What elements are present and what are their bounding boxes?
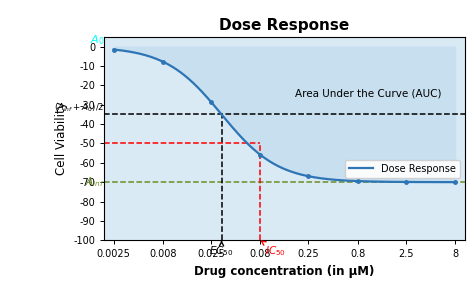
Text: $A_{inf}$: $A_{inf}$: [84, 175, 104, 189]
Dose Response: [111, 48, 117, 51]
Dose Response: [368, 180, 374, 183]
Text: $A_0$: $A_0$: [90, 33, 104, 47]
Text: $IC_{50}$: $IC_{50}$: [262, 241, 286, 258]
Dose Response: [312, 176, 318, 179]
Dose Response: [452, 180, 458, 184]
Line: Dose Response: Dose Response: [114, 50, 455, 182]
Text: $(A_{inf}+A_0)/2$: $(A_{inf}+A_0)/2$: [54, 102, 104, 114]
Dose Response: [171, 66, 177, 70]
X-axis label: Drug concentration (in μM): Drug concentration (in μM): [194, 265, 374, 278]
Legend: Dose Response: Dose Response: [345, 160, 460, 177]
Y-axis label: Cell Viability: Cell Viability: [55, 102, 68, 176]
Text: $EC_{50}$: $EC_{50}$: [210, 241, 234, 258]
Dose Response: [339, 178, 345, 182]
Text: Area Under the Curve (AUC): Area Under the Curve (AUC): [295, 89, 441, 99]
Title: Dose Response: Dose Response: [219, 18, 349, 33]
Dose Response: [265, 159, 271, 162]
Dose Response: [199, 89, 204, 93]
